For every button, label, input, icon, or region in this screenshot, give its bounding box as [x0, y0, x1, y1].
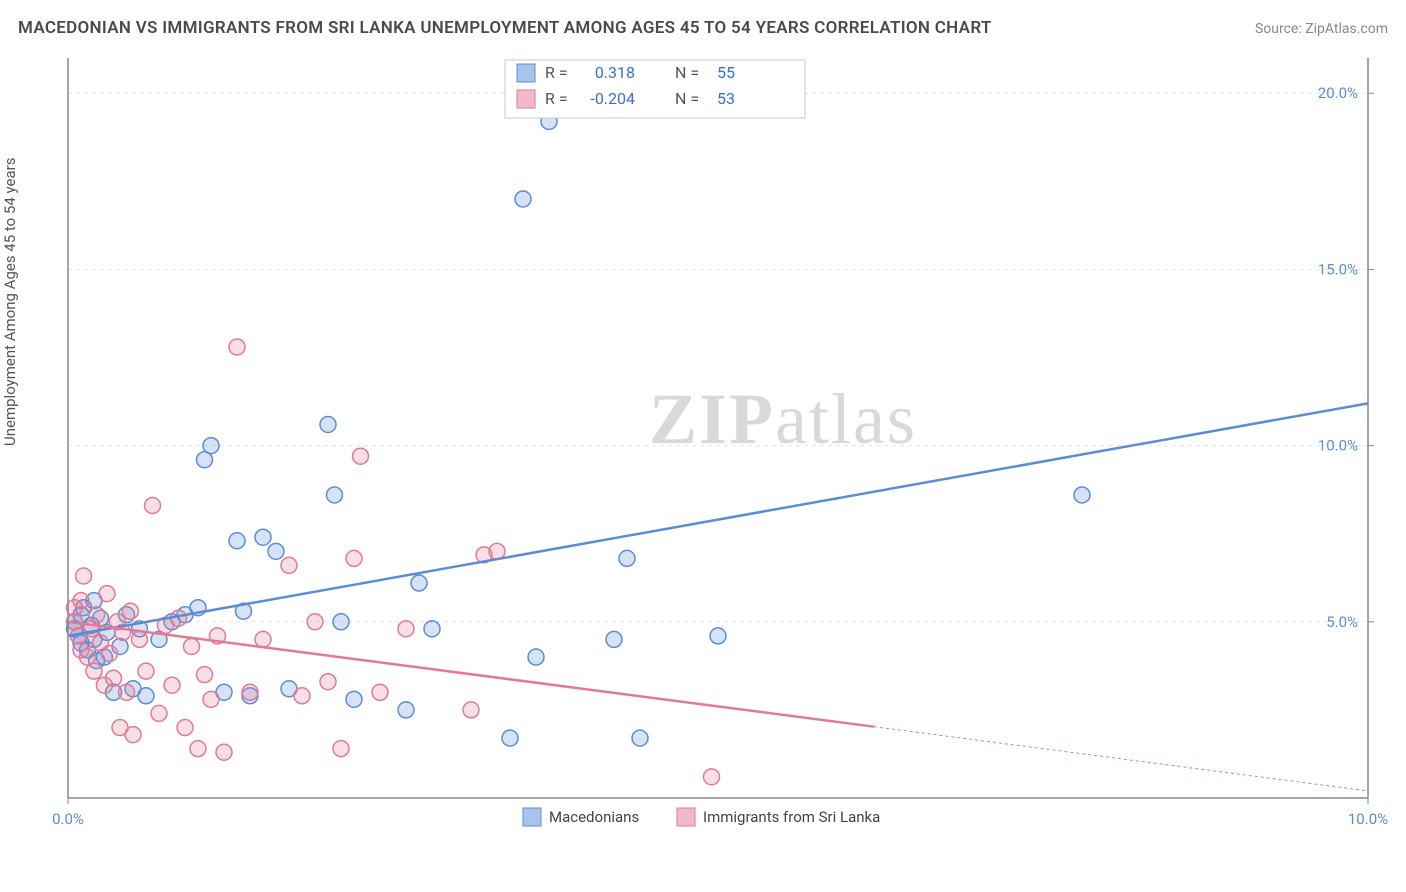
x-tick-label: 10.0% [1348, 810, 1388, 828]
legend-swatch [517, 64, 535, 82]
plot-area: ZIPatlas 5.0% 10.0% 15.0% 20.0% 0.0% 10.0% R = 0… [50, 50, 1388, 830]
data-point [164, 677, 180, 693]
trend-line-dashed [874, 727, 1368, 791]
data-point [398, 621, 414, 637]
data-point [132, 631, 148, 647]
data-point [424, 621, 440, 637]
data-point [333, 741, 349, 757]
data-point [197, 667, 213, 683]
stat-r-label: R = [545, 89, 568, 108]
data-point [229, 533, 245, 549]
data-point [73, 593, 89, 609]
data-point [89, 607, 105, 623]
data-point [138, 688, 154, 704]
data-point [122, 603, 138, 619]
data-point [515, 191, 531, 207]
data-point [333, 614, 349, 630]
data-point [76, 568, 92, 584]
data-point [1074, 487, 1090, 503]
data-point [102, 646, 118, 662]
data-point [327, 487, 343, 503]
data-point [99, 586, 115, 602]
source-label: Source: ZipAtlas.com [1255, 21, 1388, 37]
legend-label: Macedonians [549, 808, 639, 826]
data-point [190, 741, 206, 757]
data-point [184, 638, 200, 654]
data-point [229, 339, 245, 355]
data-point [255, 529, 271, 545]
watermark: ZIPatlas [649, 379, 917, 459]
data-point [346, 691, 362, 707]
data-point [203, 691, 219, 707]
data-point [463, 702, 479, 718]
y-tick-label: 15.0% [1318, 260, 1358, 278]
data-point [398, 702, 414, 718]
stat-n-value: 53 [717, 89, 735, 108]
data-point [281, 557, 297, 573]
stat-n-label: N = [675, 89, 699, 108]
data-point [632, 730, 648, 746]
data-point [372, 684, 388, 700]
stat-r-label: R = [545, 63, 568, 82]
data-point [138, 663, 154, 679]
data-point [528, 649, 544, 665]
stat-r-value: 0.318 [595, 63, 635, 82]
scatter-chart: ZIPatlas 5.0% 10.0% 15.0% 20.0% 0.0% 10.0% R = 0… [50, 50, 1388, 830]
data-point [145, 498, 161, 514]
data-point [125, 727, 141, 743]
data-point [255, 631, 271, 647]
y-tick-label: 20.0% [1318, 84, 1358, 102]
data-point [216, 744, 232, 760]
data-point [320, 674, 336, 690]
stat-r-value: -0.204 [590, 89, 635, 108]
data-point [151, 705, 167, 721]
y-axis-label: Unemployment Among Ages 45 to 54 years [1, 158, 19, 446]
data-point [203, 438, 219, 454]
data-point [177, 720, 193, 736]
legend-swatch [517, 90, 535, 108]
data-point [268, 543, 284, 559]
data-point [619, 550, 635, 566]
data-point [606, 631, 622, 647]
legend-label: Immigrants from Sri Lanka [703, 808, 880, 826]
data-point [86, 663, 102, 679]
x-tick-label: 0.0% [52, 810, 84, 828]
data-point [294, 688, 310, 704]
data-point [119, 684, 135, 700]
data-point [502, 730, 518, 746]
legend-swatch [677, 808, 695, 826]
stat-n-value: 55 [717, 63, 735, 82]
data-point [411, 575, 427, 591]
data-point [320, 416, 336, 432]
data-point [346, 550, 362, 566]
y-tick-label: 5.0% [1326, 613, 1358, 631]
chart-title: MACEDONIAN VS IMMIGRANTS FROM SRI LANKA … [18, 18, 992, 38]
data-point [106, 670, 122, 686]
stat-n-label: N = [675, 63, 699, 82]
data-point [353, 448, 369, 464]
data-point [242, 684, 258, 700]
data-point [710, 628, 726, 644]
data-point [704, 769, 720, 785]
data-point [307, 614, 323, 630]
y-tick-label: 10.0% [1318, 437, 1358, 455]
legend-swatch [523, 808, 541, 826]
